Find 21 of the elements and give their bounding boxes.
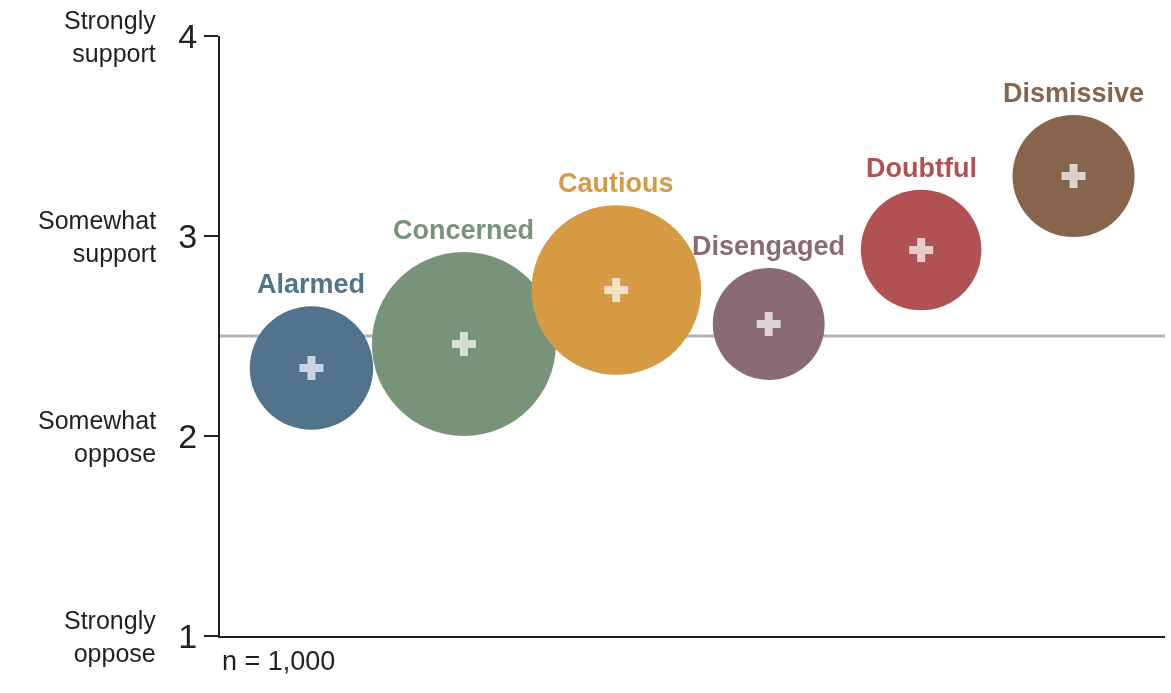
point xyxy=(604,278,629,302)
series-label: Concerned xyxy=(393,215,535,245)
point xyxy=(909,238,934,262)
y-tick-label: 3 xyxy=(178,216,198,255)
point xyxy=(451,332,476,356)
text: n = 1,000 xyxy=(222,646,336,676)
point xyxy=(756,312,781,336)
y-tick-label: 2 xyxy=(178,416,198,455)
series-label: Cautious xyxy=(558,168,674,198)
series-label: Dismissive xyxy=(1003,78,1145,108)
text: Somewhat oppose xyxy=(38,406,157,467)
text: Somewhat support xyxy=(38,206,157,267)
y-tick-label: 4 xyxy=(178,16,198,55)
point xyxy=(1061,164,1086,188)
series-label: Doubtful xyxy=(866,153,977,183)
point xyxy=(299,356,324,380)
text: Strongly support xyxy=(64,6,157,67)
series-label: Alarmed xyxy=(257,269,366,299)
text: Strongly oppose xyxy=(64,606,157,667)
y-tick-label: 1 xyxy=(178,616,198,655)
series-label: Disengaged xyxy=(692,231,846,261)
